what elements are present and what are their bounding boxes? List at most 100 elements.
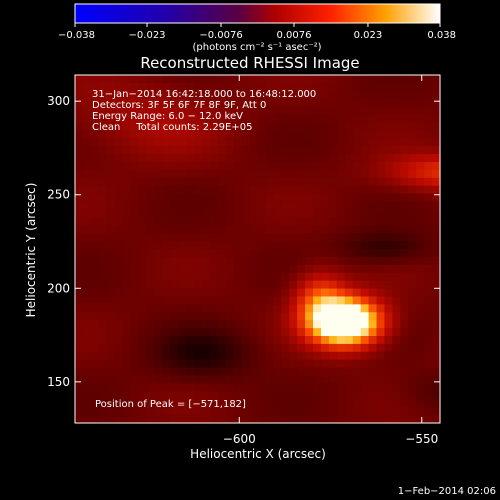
image-pixel [106,177,116,187]
image-pixel [186,249,195,258]
image-pixel [130,90,140,100]
image-pixel [297,320,306,329]
image-pixel [233,288,243,298]
image-pixel [368,343,378,353]
image-pixel [138,122,148,131]
image-pixel [122,320,132,329]
image-pixel [352,241,362,250]
image-pixel [384,296,393,305]
image-pixel [257,304,267,313]
image-pixel [249,201,259,211]
image-pixel [217,264,227,274]
image-pixel [432,193,441,203]
image-pixel [265,375,274,385]
image-pixel [170,415,179,424]
image-pixel [336,272,346,282]
image-pixel [257,256,267,266]
image-pixel [209,367,219,377]
image-pixel [336,296,346,305]
image-pixel [360,415,370,424]
image-pixel [186,367,195,377]
image-pixel [289,114,298,124]
image-pixel [281,169,290,179]
image-pixel [98,399,108,408]
image-pixel [138,375,148,385]
image-pixel [432,328,441,337]
image-pixel [328,209,338,218]
image-pixel [392,343,401,353]
image-pixel [344,264,354,274]
image-pixel [392,296,401,305]
image-pixel [368,328,378,337]
image-pixel [170,249,179,258]
image-pixel [162,193,171,203]
image-pixel [106,130,116,139]
image-pixel [241,288,251,298]
image-pixel [241,138,251,147]
image-pixel [82,122,92,131]
image-pixel [432,201,441,211]
image-pixel [82,320,92,329]
image-pixel [416,233,425,242]
image-pixel [217,122,227,131]
image-pixel [416,351,425,361]
image-pixel [400,336,409,345]
image-pixel [122,177,132,187]
image-pixel [360,264,370,274]
image-pixel [154,138,163,147]
image-pixel [400,272,409,282]
image-pixel [194,328,203,337]
image-pixel [360,154,370,163]
image-pixel [162,272,171,282]
image-pixel [146,288,155,298]
image-pixel [424,241,433,250]
image-pixel [384,98,393,108]
image-pixel [344,162,354,171]
image-pixel [138,264,148,274]
image-pixel [408,320,417,329]
image-pixel [336,90,346,100]
image-pixel [344,320,354,329]
image-pixel [130,138,140,147]
image-pixel [162,98,171,108]
image-pixel [408,241,417,250]
image-pixel [130,233,140,242]
image-pixel [360,233,370,242]
image-pixel [178,82,187,92]
image-pixel [408,367,417,377]
image-pixel [90,328,100,337]
image-pixel [273,169,282,179]
image-pixel [178,209,187,218]
image-pixel [416,391,425,400]
image-pixel [146,209,155,218]
image-pixel [281,241,290,250]
image-pixel [90,280,100,290]
image-pixel [273,185,282,195]
image-pixel [257,106,267,116]
image-pixel [313,280,322,290]
image-pixel [217,415,227,424]
image-pixel [201,399,211,408]
image-pixel [122,359,132,369]
image-pixel [233,130,243,139]
image-pixel [209,177,219,187]
image-pixel [352,209,362,218]
image-pixel [98,272,108,282]
image-pixel [289,249,298,258]
image-pixel [281,114,290,124]
image-pixel [305,177,314,187]
image-pixel [90,241,100,250]
image-pixel [106,154,116,163]
image-pixel [130,130,140,139]
image-pixel [146,359,155,369]
image-pixel [162,280,171,290]
image-pixel [225,138,235,147]
image-pixel [178,122,187,131]
image-pixel [225,122,235,131]
image-pixel [170,90,179,100]
image-pixel [186,407,195,416]
image-pixel [376,304,386,313]
image-pixel [289,177,298,187]
image-pixel [249,320,259,329]
image-pixel [209,209,219,218]
